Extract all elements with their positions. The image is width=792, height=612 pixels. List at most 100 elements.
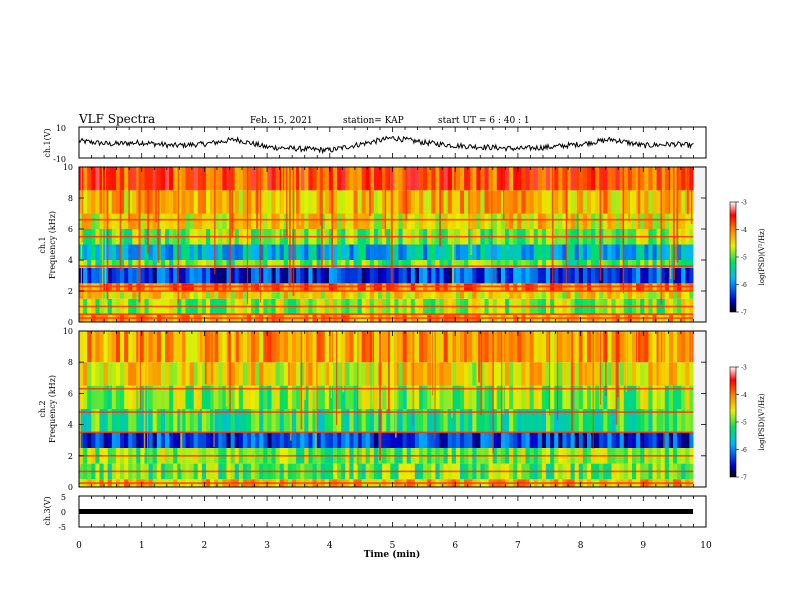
spectrogram-cell [689,409,694,433]
spectrogram-streak [492,331,494,454]
spectrogram-cell [357,260,363,268]
spectrogram-cell [627,385,633,409]
spectrogram-cell [144,244,149,260]
spectrogram-cell [275,331,281,363]
spectrogram-cell [169,190,174,214]
spectrogram-cell [361,190,367,214]
spectrogram-ytick-label: 0 [68,483,73,492]
spectrogram-cell [152,331,158,363]
spectrogram-cell [111,267,117,284]
spectrogram-cell [681,432,686,448]
spectrogram-cell [324,213,330,229]
spectrogram-cell [148,331,154,363]
spectrogram-cell [124,432,129,448]
spectrogram-cell [320,213,326,229]
spectrogram-cell [296,409,301,433]
spectrogram-cell [451,213,457,229]
spectrogram-cell [275,385,281,409]
spectrogram-cell [439,213,444,229]
spectrogram-cell [578,385,584,409]
spectrogram-streak [211,331,213,384]
spectrogram-cell [210,432,215,448]
spectrogram-cell [197,190,203,214]
spectrogram-cell [140,409,145,433]
spectrogram-cell [345,432,350,448]
spectrogram-cell [320,190,326,214]
spectrogram-cell [431,267,436,284]
spectrogram-cell [349,432,354,448]
spectrogram-cell [259,385,264,409]
spectrogram-cell [337,409,342,433]
spectrogram-cell [230,244,236,260]
spectrogram-cell [652,167,657,191]
spectrogram-cell [480,167,485,191]
spectrogram-cell [160,190,166,214]
colorbar-tick-label: -4 [741,392,747,399]
spectrogram-cell [152,190,158,214]
spectrogram-ytick-label: 6 [68,225,73,234]
spectrogram-cell [353,190,358,214]
spectrogram-cell [660,432,666,448]
spectrogram-streak [549,331,551,416]
spectrogram-cell [333,432,338,448]
spectrogram-cell [541,213,547,229]
spectrogram-cell [238,213,244,229]
spectrogram-cell [91,260,96,268]
spectrogram-streak [331,167,333,268]
spectrogram-cell [402,213,408,229]
spectrogram-cell [238,190,244,214]
colorbar-ch2: -3-4-5-6-7 log(PSD)(V²/Hz) [729,365,766,482]
spectrogram-cell [95,267,100,284]
spectrogram-cell [283,432,289,448]
spectrogram-cell [656,213,662,229]
spectrogram-cell [206,385,211,409]
spectrogram-cell [91,409,96,433]
spectrogram-cell [595,213,600,229]
spectrogram-cell [267,432,272,448]
spectrogram-cell [365,167,371,191]
spectrogram-cell [488,409,494,433]
spectrogram-cell [505,260,510,268]
spectrogram-cell [132,331,137,363]
spectrogram-cell [128,432,133,448]
spectrogram-cell [312,362,317,386]
spectrogram-cell [636,267,641,284]
spectrogram-cell [500,244,506,260]
spectrogram-cell [234,190,240,214]
x-tick-label: 3 [264,541,270,551]
spectrogram-cell [156,385,162,409]
spectrogram-cell [529,167,535,191]
spectrogram-cell [427,362,432,386]
spectrogram-cell [648,267,653,284]
colorbar-tick-label: -7 [741,475,747,482]
spectrogram-cell [263,331,268,363]
spectrogram-cell [382,291,387,299]
spectrogram-cell [574,190,580,214]
spectrogram-cell [414,409,420,433]
spectrogram-cell [521,432,526,448]
spectrogram-cell [271,267,276,284]
spectrogram-cell [337,213,342,229]
spectrogram-ytick-label: 4 [68,421,73,430]
spectrogram-cell [99,331,104,363]
spectrogram-cell [607,244,612,260]
spectrogram-cell [275,362,281,386]
spectrogram-cell [99,362,104,386]
spectrogram-streak [298,167,301,226]
spectrogram-cell [537,190,543,214]
spectrogram-cell [484,331,489,363]
spectrogram-cell [480,267,485,284]
spectrogram-cell [111,244,117,260]
x-tick-label: 8 [578,541,584,551]
spectrogram-cell [247,331,252,363]
spectrogram-cell [279,385,285,409]
spectrogram-cell [640,385,645,409]
spectrogram-cell [136,409,141,433]
spectrogram-cell [247,362,252,386]
spectrogram-cell [570,213,576,229]
spectrogram-cell [492,409,498,433]
spectrogram-cell [283,331,289,363]
spectrogram-cell [521,267,526,284]
spectrogram-line [79,305,694,308]
